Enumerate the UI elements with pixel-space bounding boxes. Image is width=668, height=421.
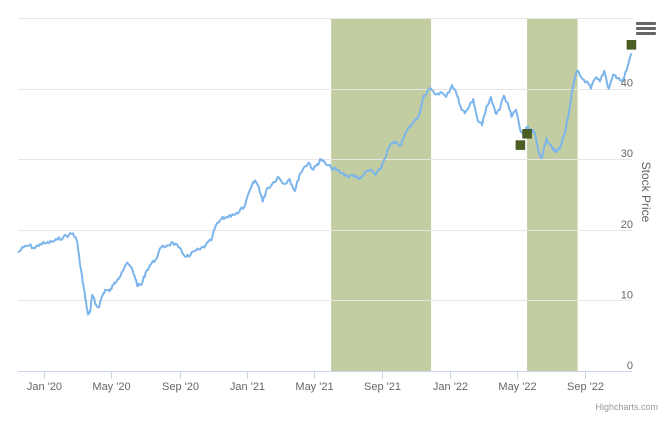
x-axis: Jan '20 May '20 Sep '20 Jan '21 May '21 Sep '…	[18, 371, 632, 393]
x-tick-label: May '22	[498, 381, 536, 393]
x-tick-label: May '20	[92, 381, 130, 393]
event-marker	[515, 140, 526, 150]
price-line	[17, 52, 633, 316]
x-tick-label: Sep '20	[162, 381, 199, 393]
highlight-band-2	[527, 18, 578, 371]
event-marker	[626, 40, 637, 50]
y-axis: 0 10 20 30 40	[621, 78, 633, 372]
event-markers	[515, 40, 637, 150]
x-tick-label: Jan '20	[27, 381, 62, 393]
credits-link[interactable]: Highcharts.com	[595, 402, 658, 412]
x-tick-label: Sep '21	[364, 381, 401, 393]
y-tick-label: 40	[621, 78, 633, 90]
x-tick-label: May '21	[295, 381, 333, 393]
x-tick-label: Jan '22	[433, 381, 468, 393]
y-tick-label: 20	[621, 219, 633, 231]
y-tick-label: 10	[621, 289, 633, 301]
highlight-band-1	[331, 18, 432, 371]
series-line	[17, 52, 633, 316]
y-tick-label: 0	[627, 360, 633, 372]
y-tick-label: 30	[621, 148, 633, 160]
event-marker	[522, 129, 532, 139]
y-axis-title: Stock Price	[639, 162, 653, 223]
x-tick-label: Sep '22	[567, 381, 604, 393]
highlight-bands	[331, 18, 578, 371]
hamburger-menu-icon[interactable]	[636, 22, 656, 40]
x-tick-label: Jan '21	[230, 381, 265, 393]
